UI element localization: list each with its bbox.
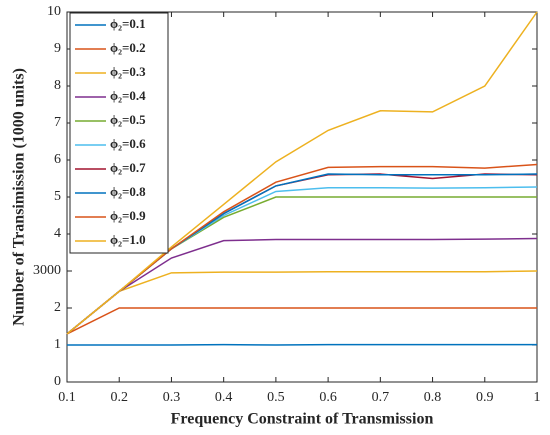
legend-label: ϕ₂=1.0 (110, 232, 146, 247)
legend-label: ϕ₂=0.1 (110, 16, 146, 31)
legend-label: ϕ₂=0.5 (110, 112, 146, 127)
legend-box (69, 12, 169, 254)
x-tick-label: 0.3 (163, 390, 181, 405)
x-tick-label: 0.8 (424, 390, 442, 405)
y-tick-label: 3000 (33, 263, 61, 278)
y-tick-label: 4 (54, 226, 61, 241)
x-tick-label: 0.7 (372, 390, 390, 405)
series-line (66, 237, 538, 335)
x-tick-label: 0.2 (110, 390, 128, 405)
y-tick-label: 7 (54, 115, 61, 130)
x-tick-label: 0.4 (215, 390, 233, 405)
y-tick-label: 2 (54, 300, 61, 315)
y-tick-label: 9 (54, 41, 61, 56)
x-tick-label: 0.9 (476, 390, 494, 405)
x-tick-label: 0.5 (267, 390, 285, 405)
y-tick-label: 6 (54, 152, 61, 167)
series-line (66, 11, 538, 335)
legend-label: ϕ₂=0.3 (110, 64, 146, 79)
y-tick-label: 5 (54, 189, 61, 204)
y-tick-label: 1 (54, 337, 61, 352)
legend-label: ϕ₂=0.8 (110, 184, 146, 199)
legend-label: ϕ₂=0.2 (110, 40, 146, 55)
y-axis-title: Number of Transimission (1000 units) (11, 68, 28, 326)
series-line (66, 307, 537, 335)
legend-label: ϕ₂=0.7 (110, 160, 146, 175)
x-tick-label: 1 (534, 390, 541, 405)
y-tick-label: 8 (54, 78, 61, 93)
legend-label: ϕ₂=0.4 (110, 88, 146, 103)
x-tick-label: 0.1 (58, 390, 76, 405)
x-tick-label: 0.6 (319, 390, 337, 405)
legend-label: ϕ₂=0.9 (110, 208, 146, 223)
y-tick-label: 0 (54, 374, 61, 389)
series-line (66, 270, 538, 335)
x-axis-title: Frequency Constraint of Transmission (171, 411, 434, 428)
legend-label: ϕ₂=0.6 (110, 136, 146, 151)
y-tick-label: 10 (47, 4, 61, 19)
